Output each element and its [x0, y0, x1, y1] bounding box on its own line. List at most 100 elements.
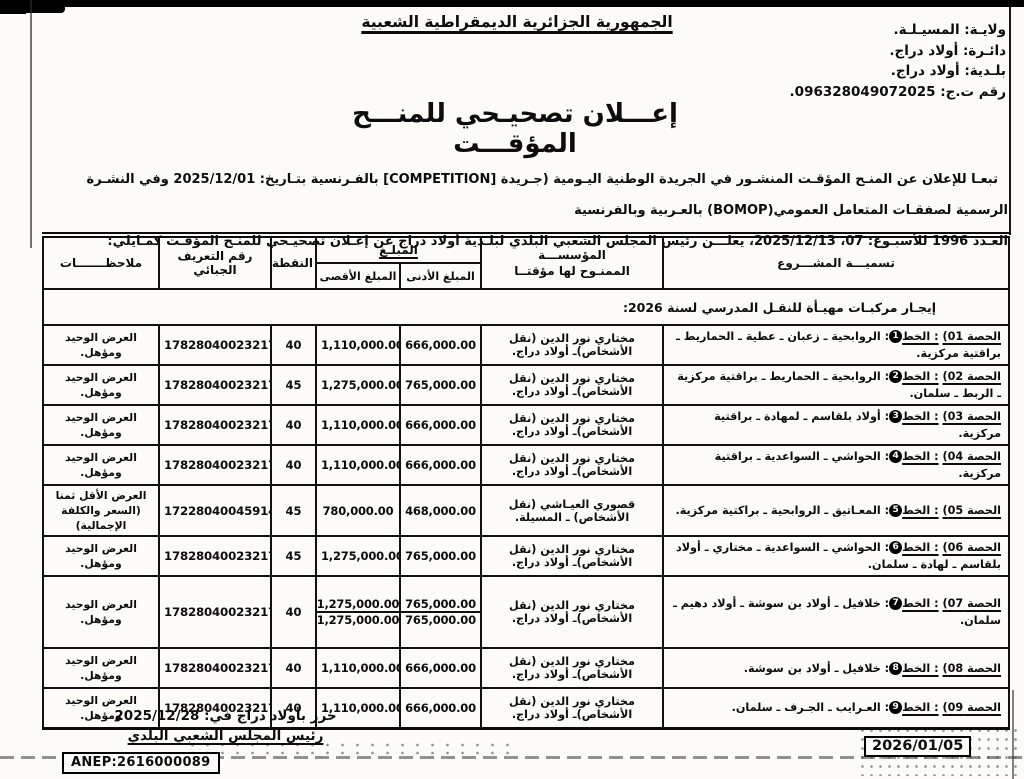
header-company: المؤسســـة الممنـوح لها مؤقتــا: [480, 234, 665, 290]
points-cell: 40: [270, 404, 317, 446]
amount-max-cell: 1,110,000.00: [314, 444, 402, 486]
line-label: : الخط: [902, 597, 939, 610]
lot-label: الحصة 08): [942, 661, 1002, 675]
line-label: : الخط: [902, 541, 939, 554]
scan-bottom-noise: [0, 756, 1024, 759]
amount-max-cell: 1,275,000.00: [314, 535, 402, 577]
points-cell: 45: [270, 484, 317, 537]
tax-id-cell: 178280400232175: [158, 404, 272, 446]
line-label: : الخط: [902, 701, 939, 715]
amount-max-upper: 1,275,000.00: [316, 597, 400, 613]
scan-top-edge: [0, 0, 1024, 7]
route-text: : خلافيل ـ أولاد بن سوشة ـ أولاد دهيم ـ …: [673, 597, 1002, 627]
points-cell: 40: [270, 647, 317, 689]
table-row: الحصة 07) : الخط7: خلافيل ـ أولاد بن سوش…: [42, 575, 1011, 649]
table-row: الحصة 08) : الخط8: خلافيل ـ أولاد بن سوش…: [42, 647, 1011, 689]
company-cell: قصوري العيـاشي (نقل الأشخاص) ـ المسيلة.: [480, 484, 665, 537]
points-cell: 40: [270, 687, 317, 729]
notes-cell: العرض الوحيد ومؤهل.: [42, 575, 160, 649]
republic-heading: الجمهورية الجزائرية الديمقراطية الشعبية: [361, 13, 673, 31]
table-row: الحصة 09) : الخط9: العـرايب ـ الجـرف ـ س…: [42, 687, 1011, 729]
amount-min-lower: 765,000.00: [405, 613, 476, 627]
notes-cell: العرض الوحيد ومؤهل.: [42, 404, 160, 446]
table-row: الحصة 04) : الخط4: الحواشي ـ السواعدية ـ…: [42, 444, 1011, 486]
table-header: تسميـــة المشـــروع المؤسســـة الممنـوح …: [42, 234, 1011, 290]
route-text: : أولاد بلقاسم ـ لمهادة ـ براقتية مركزية…: [714, 410, 1002, 440]
points-cell: 40: [270, 575, 317, 649]
points-cell: 45: [270, 535, 317, 577]
closing-block: حرر بأولاد دراج في: 2025/12/28 رئيس المج…: [108, 706, 343, 746]
notes-cell: العرض الوحيد ومؤهل.: [42, 364, 160, 406]
line-number-badge: 9: [889, 701, 903, 715]
line-number-badge: 4: [889, 450, 903, 463]
tax-id-cell: 178280400232175: [158, 647, 272, 689]
commune-line: بلـدية: أولاد دراج.: [890, 63, 1006, 79]
route-text: : خلافيل ـ أولاد بن سوشة.: [743, 661, 890, 675]
table-row: الحصة 02) : الخط2: الروابحية ـ الحماريط …: [42, 364, 1011, 406]
company-cell: مختاري نور الدين (نقل الأشخاص)ـ أولاد در…: [480, 647, 665, 689]
line-label: : الخط: [902, 370, 939, 383]
amount-min-cell: 468,000.00: [399, 484, 483, 537]
scan-artifact: [0, 0, 30, 9]
points-cell: 40: [270, 324, 317, 366]
header-tax-id: رقم التعريف الجبائي: [158, 234, 272, 290]
lot-label: الحصة 02): [942, 370, 1002, 383]
lot-label: الحصة 06): [942, 541, 1002, 554]
amount-max-cell: 1,110,000.00: [314, 324, 402, 366]
route-text: : العـرايب ـ الجـرف ـ سلمان.: [731, 701, 890, 715]
signature-noise-dots: [185, 741, 515, 757]
tax-id-cell: 178280400232175: [158, 575, 272, 649]
notes-cell: العرض الوحيد ومؤهل.: [42, 647, 160, 689]
line-number-badge: 7: [889, 597, 903, 610]
line-number-badge: 1: [889, 330, 903, 343]
notes-cell: العرض الوحيد ومؤهل.: [42, 535, 160, 577]
header-amount-max: المبلغ الأقصى: [314, 262, 402, 290]
points-cell: 40: [270, 444, 317, 486]
line-number-badge: 6: [889, 541, 903, 554]
line-label: : الخط: [902, 504, 939, 517]
line-label: : الخط: [902, 330, 939, 343]
amount-min-cell: 666,000.00: [399, 647, 483, 689]
signature-title: رئيس المجلس الشعبي البلدي: [127, 728, 324, 744]
amount-max-cell: 1,110,000.00: [314, 687, 402, 729]
header-company-line1: المؤسســـة: [538, 248, 606, 262]
lot-label: الحصة 05): [942, 504, 1002, 517]
drafted-line: حرر بأولاد دراج في: 2025/12/28: [114, 708, 337, 724]
intro-line-1: تبعـا للإعلان عن المنـح المؤقـت المنشـور…: [86, 172, 1008, 218]
table-row: الحصة 03) : الخط3: أولاد بلقاسم ـ لمهادة…: [42, 404, 1011, 446]
lot-label: الحصة 04): [942, 450, 1002, 463]
amount-max-lower: 1,275,000.00: [316, 613, 400, 627]
line-label: : الخط: [902, 450, 939, 463]
line-number-badge: 3: [889, 410, 903, 423]
notes-cell: العرض الوحيد ومؤهل.: [42, 687, 160, 729]
admin-header-block: ولايـة: المسيـلـة. دائـرة: أولاد دراج. ب…: [790, 20, 1006, 102]
amount-max-cell: 1,110,000.00: [314, 647, 402, 689]
route-text: : الروابحية ـ الحماريط ـ براقتية مركزية …: [677, 370, 1002, 400]
header-notes: ملاحظـــــــات: [42, 234, 160, 290]
scan-left-edge: [30, 0, 32, 248]
tax-id-cell: 178280400232175: [158, 535, 272, 577]
line-number-badge: 2: [889, 370, 903, 383]
amount-min-cell: 666,000.00: [399, 444, 483, 486]
header-project: تسميـــة المشـــروع: [662, 234, 1011, 290]
amount-max-cell: 1,110,000.00: [314, 404, 402, 446]
line-number-badge: 8: [889, 661, 903, 675]
header-points: النقطة: [270, 234, 317, 290]
amount-min-cell: 666,000.00: [399, 687, 483, 729]
award-table: تسميـــة المشـــروع المؤسســـة الممنـوح …: [41, 232, 1011, 730]
anep-reference-box: ANEP:2616000089: [62, 752, 220, 774]
amount-min-cell: 666,000.00: [399, 404, 483, 446]
amount-max-cell: 780,000.00: [314, 484, 402, 537]
section-row: إيجـار مركبـات مهيـأة للنقـل المدرسي لسن…: [41, 288, 1011, 326]
header-company-line2: الممنـوح لها مؤقتــا: [514, 264, 630, 278]
tax-id-cell: 178280400232175: [158, 324, 272, 366]
notes-cell: العرض الوحيد ومؤهل.: [42, 444, 160, 486]
company-cell: مختاري نور الدين (نقل الأشخاص)ـ أولاد در…: [480, 687, 665, 729]
company-cell: مختاري نور الدين (نقل الأشخاص)ـ أولاد در…: [480, 575, 665, 649]
scan-right-edge: [1009, 7, 1011, 235]
daira-line: دائـرة: أولاد دراج.: [889, 42, 1006, 59]
line-number-badge: 5: [889, 504, 903, 517]
amount-min-cell: 765,000.00: [399, 535, 483, 577]
registry-number-line: رقم ت.ج: 096328049072025.: [789, 83, 1006, 100]
